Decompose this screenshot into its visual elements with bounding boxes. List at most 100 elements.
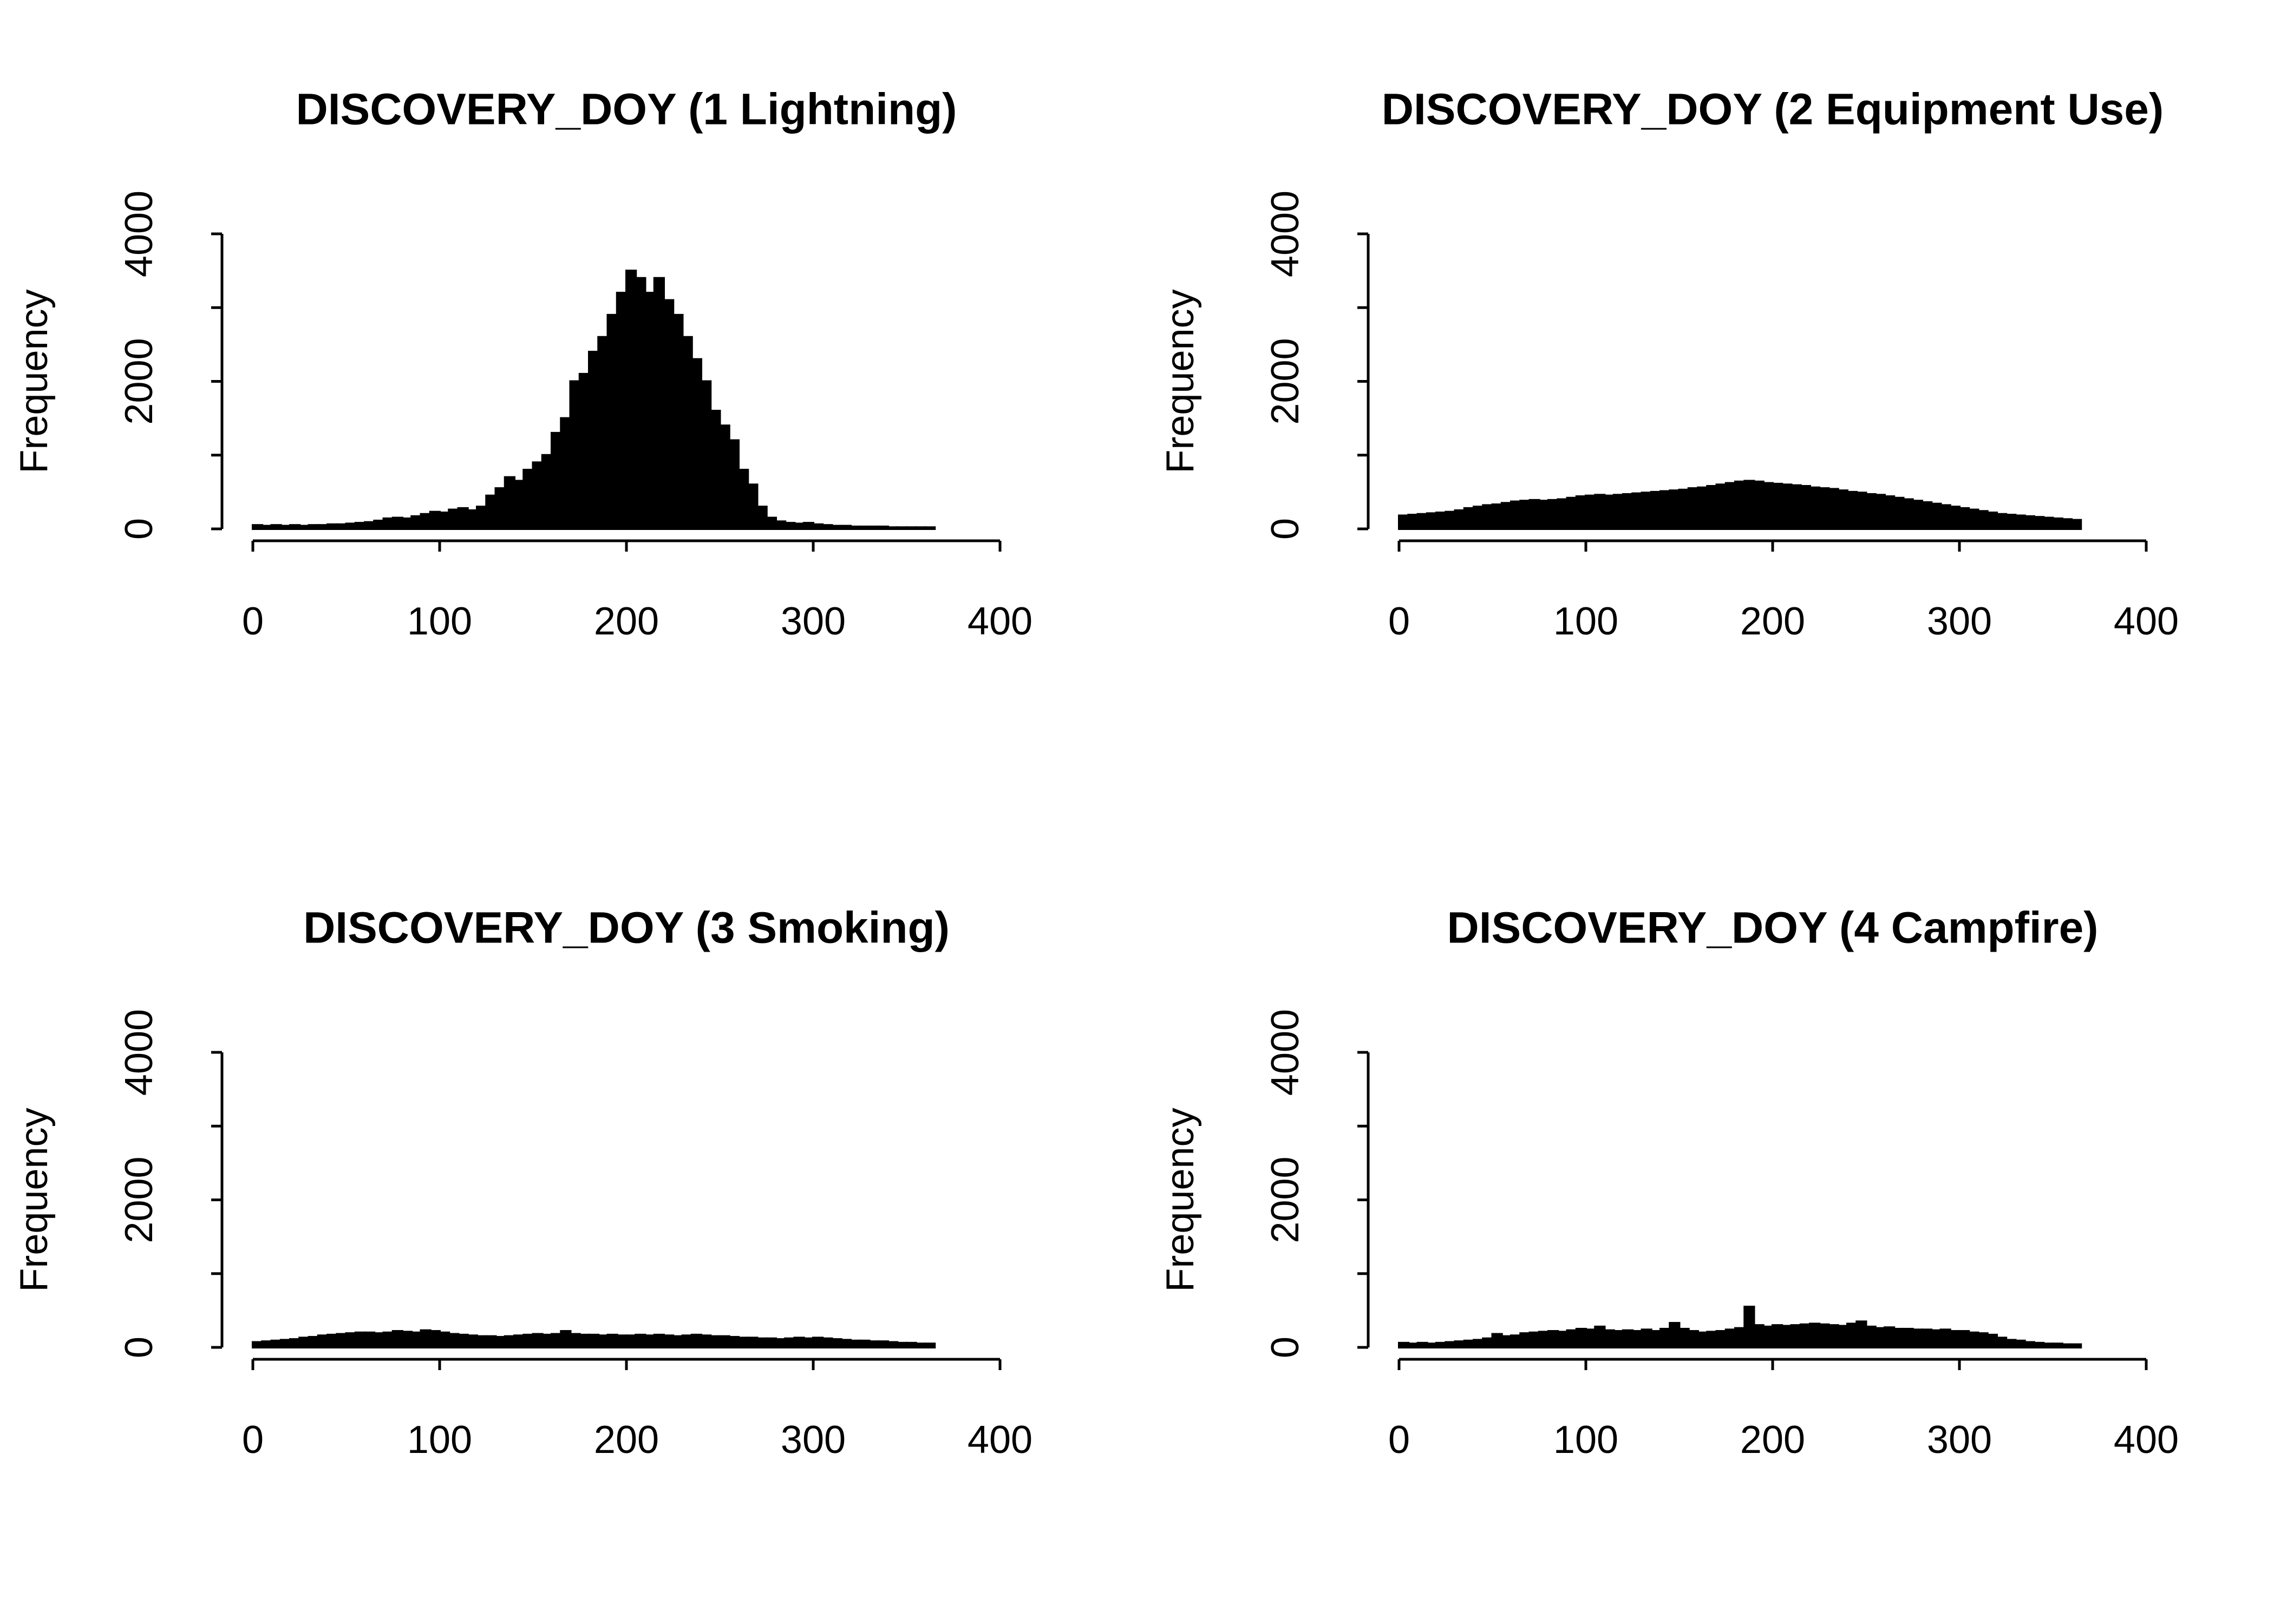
histogram-panel: DISCOVERY_DOY (4 Campfire) Frequency 0 100 2… bbox=[1159, 903, 2179, 1462]
bar bbox=[1612, 494, 1624, 531]
bar bbox=[728, 1335, 740, 1349]
bar bbox=[429, 1330, 441, 1348]
x-tick-label: 100 bbox=[1553, 1418, 1618, 1462]
bar bbox=[1893, 1327, 1905, 1348]
bar bbox=[1659, 1327, 1671, 1348]
bar bbox=[1454, 509, 1466, 530]
bar bbox=[1510, 500, 1522, 531]
y-tick-label: 4000 bbox=[1264, 191, 1307, 277]
bar bbox=[914, 526, 926, 531]
bar bbox=[401, 1331, 413, 1348]
bar bbox=[1893, 496, 1905, 531]
bar bbox=[616, 1334, 628, 1348]
bar bbox=[1846, 1322, 1858, 1348]
bar bbox=[1445, 510, 1456, 530]
y-tick-label: 2000 bbox=[1264, 1156, 1307, 1243]
bar bbox=[1435, 512, 1447, 531]
bar bbox=[1837, 1325, 1848, 1349]
bar bbox=[1398, 1341, 1410, 1348]
bar bbox=[896, 1341, 908, 1348]
bar bbox=[289, 1338, 301, 1348]
bar bbox=[1772, 482, 1783, 531]
bar bbox=[1519, 500, 1531, 530]
bar bbox=[1818, 487, 1830, 530]
bar bbox=[448, 508, 460, 531]
bar bbox=[1790, 1324, 1802, 1348]
bar bbox=[747, 1337, 759, 1349]
bar bbox=[700, 380, 712, 530]
bar bbox=[1986, 1333, 1998, 1348]
bar bbox=[1687, 487, 1699, 530]
bar bbox=[1547, 1330, 1559, 1348]
bar bbox=[476, 506, 488, 530]
bar bbox=[1500, 502, 1512, 530]
bar bbox=[625, 270, 637, 530]
bar bbox=[1986, 512, 1998, 531]
bar bbox=[308, 524, 319, 530]
bar bbox=[831, 525, 842, 530]
bar bbox=[924, 1343, 936, 1348]
bar bbox=[690, 358, 702, 530]
bar bbox=[681, 1334, 693, 1348]
bar bbox=[1566, 496, 1578, 531]
bar bbox=[298, 1337, 310, 1349]
bar bbox=[261, 1340, 273, 1349]
bar bbox=[1407, 514, 1419, 530]
bar bbox=[1603, 494, 1615, 530]
bar bbox=[635, 1333, 646, 1348]
bar bbox=[410, 1331, 422, 1348]
bar bbox=[1781, 483, 1793, 530]
x-tick-label: 200 bbox=[594, 1418, 659, 1462]
bar bbox=[1519, 1332, 1531, 1349]
bar bbox=[1939, 1328, 1951, 1349]
y-tick-label: 2000 bbox=[1264, 338, 1307, 424]
bar bbox=[1491, 503, 1503, 530]
bar bbox=[2033, 1341, 2045, 1348]
bar bbox=[1855, 1320, 1867, 1348]
bar bbox=[2023, 515, 2035, 531]
bar bbox=[391, 516, 403, 530]
bar bbox=[588, 1333, 600, 1348]
bar bbox=[1884, 1326, 1896, 1348]
bar bbox=[812, 523, 824, 531]
bar bbox=[793, 1337, 805, 1349]
bar bbox=[1697, 1331, 1709, 1348]
bar bbox=[2042, 516, 2054, 530]
bar bbox=[308, 1335, 319, 1349]
bar bbox=[1884, 495, 1896, 530]
bar bbox=[2051, 517, 2063, 530]
bar bbox=[2005, 1339, 2017, 1348]
y-tick-label: 4000 bbox=[117, 1009, 161, 1096]
bar bbox=[868, 1340, 880, 1349]
histogram-panel: DISCOVERY_DOY (3 Smoking) Frequency 0 100 20… bbox=[12, 903, 1033, 1462]
bar bbox=[709, 410, 721, 530]
x-tick-label: 400 bbox=[2114, 600, 2179, 643]
bar bbox=[2061, 518, 2073, 530]
bar bbox=[1734, 480, 1746, 530]
bar bbox=[877, 525, 889, 530]
bar bbox=[737, 1337, 749, 1349]
bar bbox=[326, 523, 338, 531]
bar bbox=[317, 524, 329, 530]
bar bbox=[1669, 489, 1681, 531]
bar bbox=[373, 1332, 385, 1349]
bar bbox=[345, 1332, 357, 1349]
x-tick-label: 200 bbox=[1740, 600, 1805, 643]
y-tick-label: 0 bbox=[1264, 518, 1307, 540]
bar bbox=[635, 277, 646, 530]
bar bbox=[1902, 1327, 1914, 1348]
bar bbox=[1724, 1328, 1736, 1349]
bar bbox=[429, 510, 441, 530]
bar bbox=[1724, 482, 1736, 531]
bar bbox=[1799, 1323, 1811, 1348]
bar bbox=[859, 1339, 871, 1349]
bar bbox=[606, 313, 618, 530]
bar bbox=[1585, 1328, 1597, 1349]
bar bbox=[494, 487, 506, 530]
bar bbox=[1790, 484, 1802, 530]
bar bbox=[887, 526, 899, 531]
bar bbox=[914, 1343, 926, 1348]
bar bbox=[522, 469, 534, 530]
histogram-panel: DISCOVERY_DOY (2 Equipment Use) Frequency… bbox=[1159, 85, 2179, 643]
